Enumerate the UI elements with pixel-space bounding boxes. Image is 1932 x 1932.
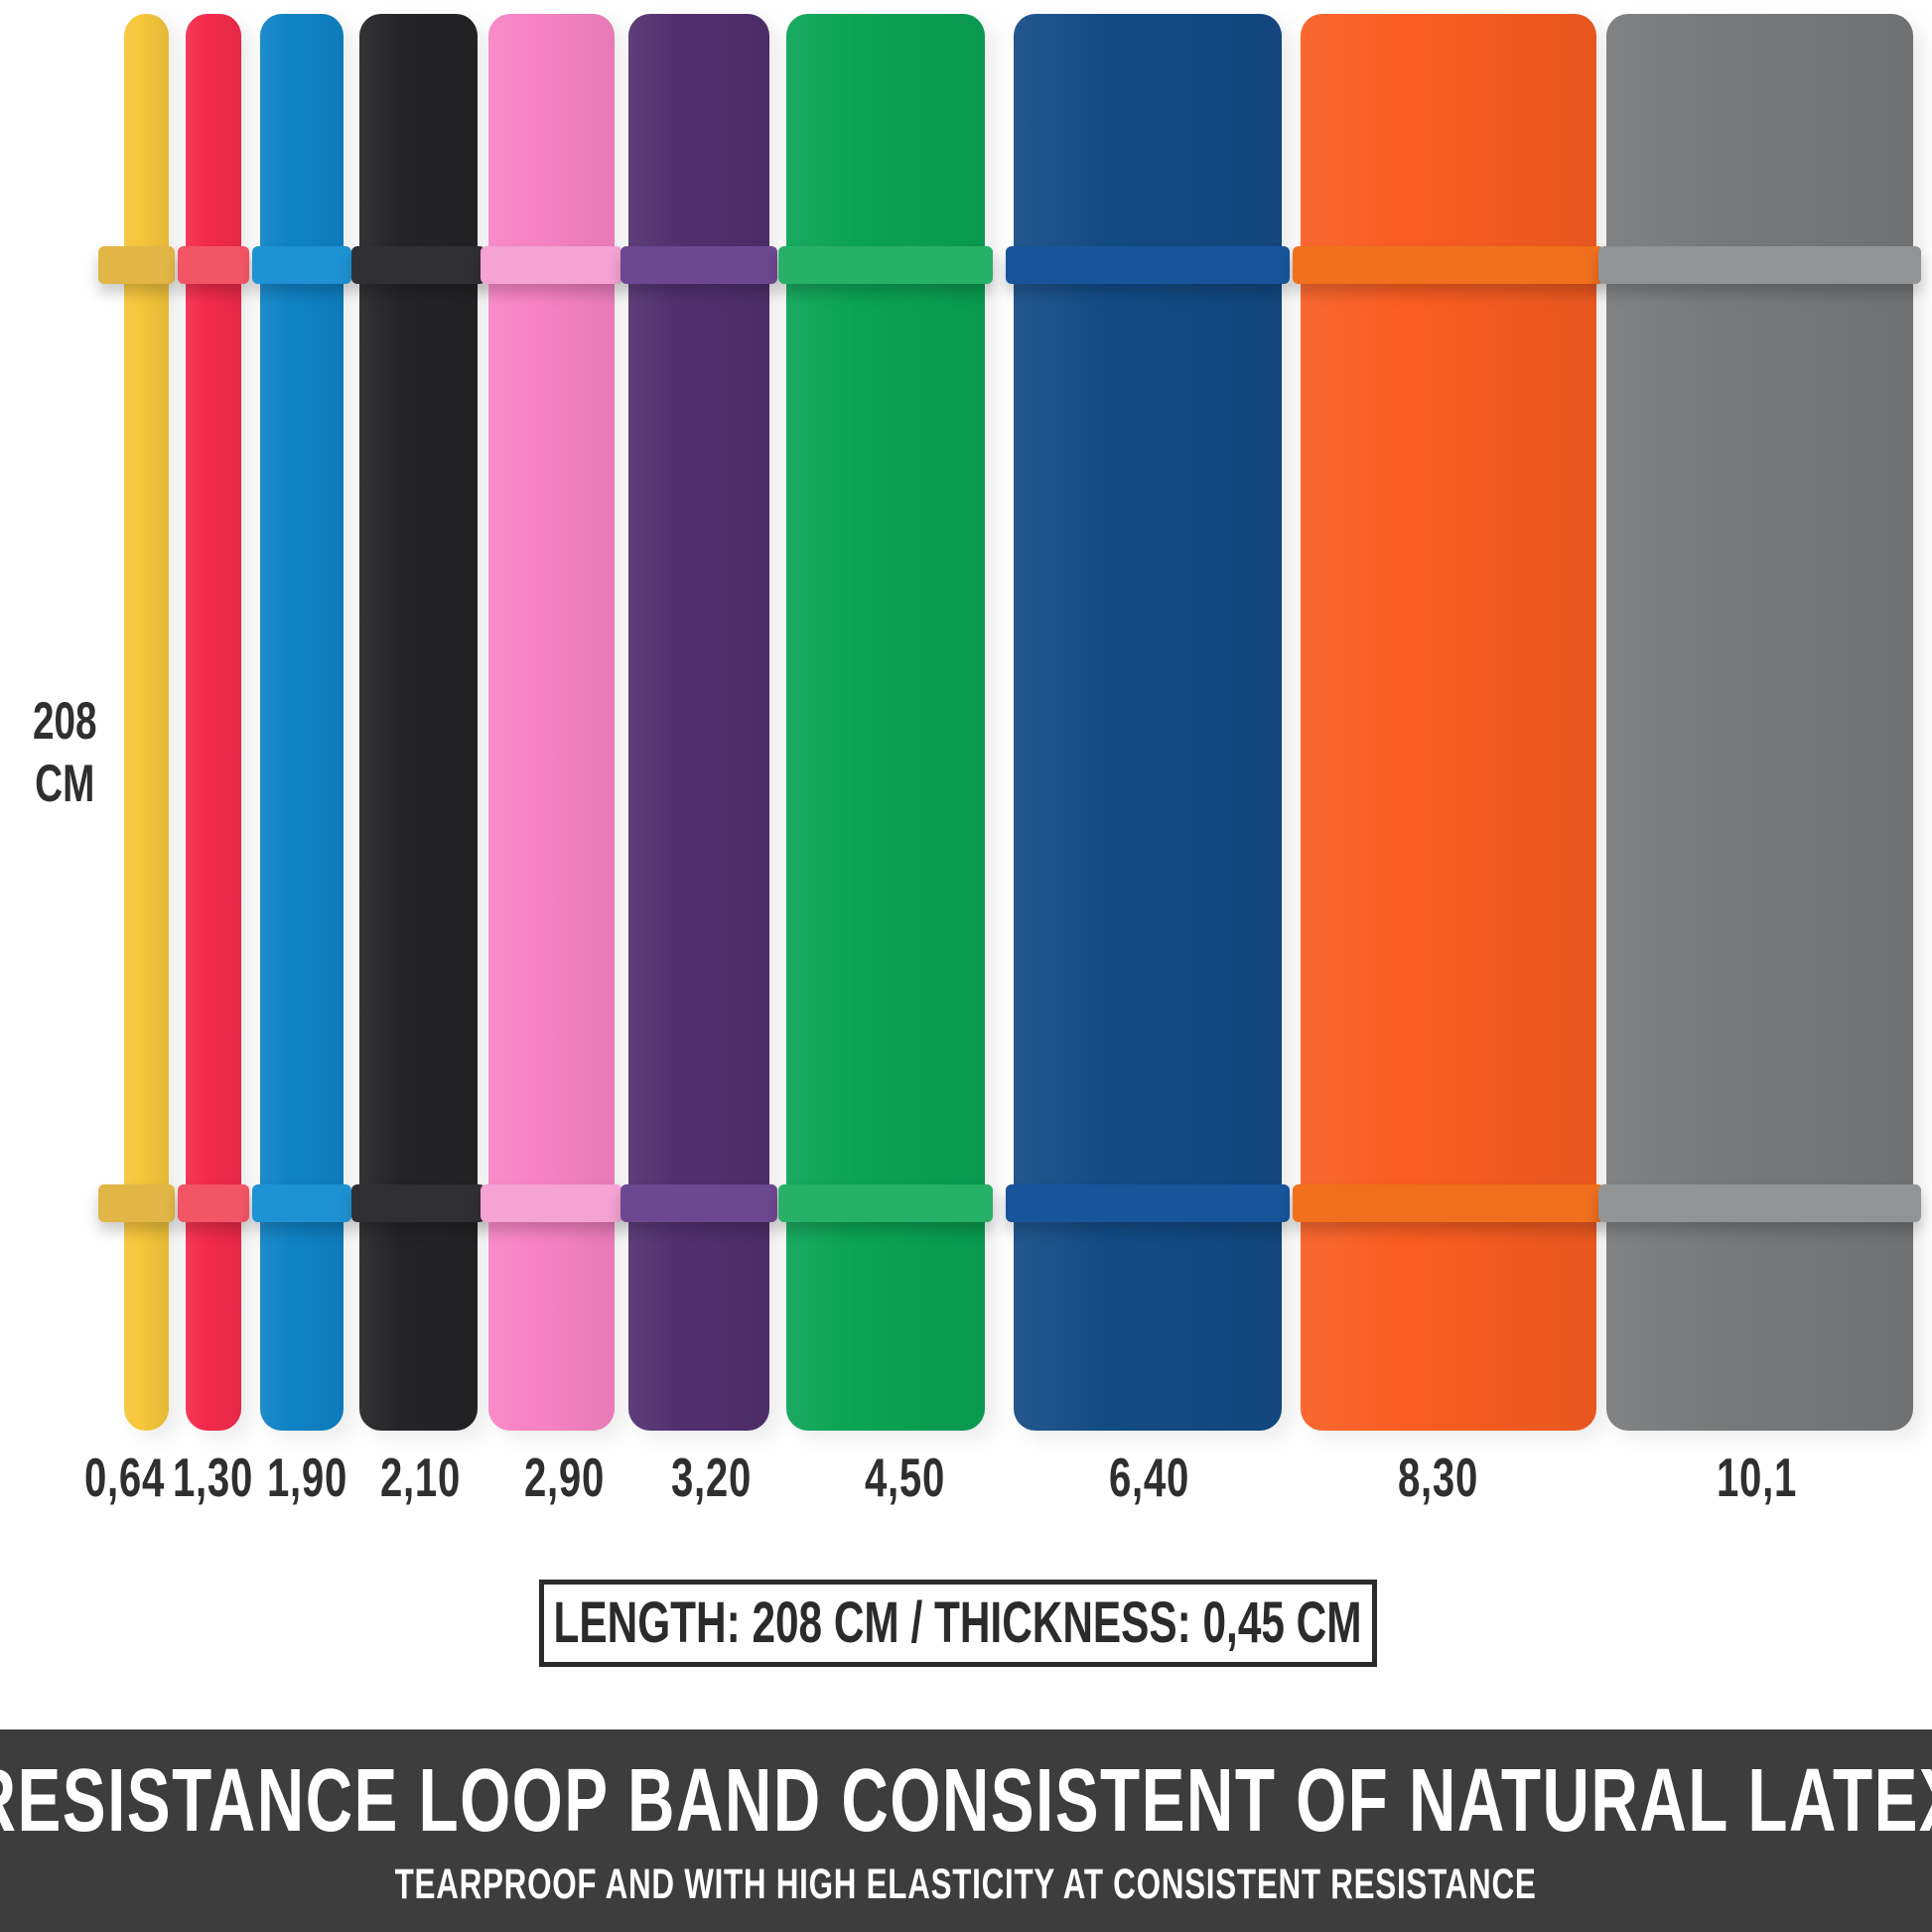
- band-black: [351, 14, 485, 1431]
- length-measure-unit: CM: [35, 754, 95, 813]
- band-width-label-red: 1,30: [104, 1448, 323, 1508]
- spec-box: LENGTH: 208 CM / THICKNESS: 0,45 CM: [539, 1580, 1377, 1667]
- band-navy-clip-top: [1006, 246, 1290, 284]
- band-yellow-clip-bottom: [98, 1184, 175, 1222]
- band-width-label-purple: 3,20: [603, 1448, 821, 1508]
- band-width-label-black: 2,10: [312, 1448, 530, 1508]
- band-blue-clip-bottom: [252, 1184, 351, 1222]
- band-orange-clip-top: [1293, 246, 1604, 284]
- band-width-label-green: 4,50: [796, 1448, 1015, 1508]
- band-black-clip-top: [351, 246, 485, 284]
- band-yellow-clip-top: [98, 246, 175, 284]
- band-pink: [481, 14, 622, 1431]
- band-gray: [1598, 14, 1921, 1431]
- band-pink-clip-bottom: [481, 1184, 622, 1222]
- band-blue-clip-top: [252, 246, 351, 284]
- band-width-value-pink: 2,90: [524, 1447, 606, 1508]
- band-width-value-orange: 8,30: [1398, 1447, 1479, 1508]
- band-width-value-blue: 1,90: [267, 1447, 348, 1508]
- banner-subtitle: TEARPROOF AND WITH HIGH ELASTICITY AT CO…: [395, 1860, 1537, 1908]
- band-width-value-yellow: 0,64: [84, 1447, 166, 1508]
- band-pink-clip-top: [481, 246, 622, 284]
- band-black-clip-bottom: [351, 1184, 485, 1222]
- band-red: [178, 14, 249, 1431]
- band-width-value-black: 2,10: [380, 1447, 462, 1508]
- band-green-clip-bottom: [778, 1184, 993, 1222]
- length-measure-value: 208: [33, 692, 97, 751]
- band-width-label-pink: 2,90: [456, 1448, 674, 1508]
- band-yellow: [98, 14, 175, 1431]
- band-width-label-gray: 10,1: [1648, 1448, 1866, 1508]
- band-green: [778, 14, 993, 1431]
- band-navy-clip-bottom: [1006, 1184, 1290, 1222]
- band-width-value-gray: 10,1: [1717, 1447, 1798, 1508]
- band-width-label-orange: 8,30: [1329, 1448, 1548, 1508]
- band-red-clip-top: [178, 246, 249, 284]
- length-measure-label: 208 CM: [8, 691, 122, 815]
- band-width-label-yellow: 0,64: [16, 1448, 234, 1508]
- band-orange: [1293, 14, 1604, 1431]
- band-gray-clip-bottom: [1598, 1184, 1921, 1222]
- band-width-label-navy: 6,40: [1040, 1448, 1259, 1508]
- band-red-clip-bottom: [178, 1184, 249, 1222]
- banner-title: RESISTANCE LOOP BAND CONSISTENT OF NATUR…: [0, 1750, 1932, 1851]
- band-purple: [621, 14, 777, 1431]
- band-green-clip-top: [778, 246, 993, 284]
- band-width-value-green: 4,50: [865, 1447, 946, 1508]
- band-navy: [1006, 14, 1290, 1431]
- band-width-value-purple: 3,20: [671, 1447, 753, 1508]
- bottom-banner: RESISTANCE LOOP BAND CONSISTENT OF NATUR…: [0, 1729, 1932, 1932]
- band-width-value-navy: 6,40: [1109, 1447, 1190, 1508]
- band-purple-clip-bottom: [621, 1184, 777, 1222]
- band-blue: [252, 14, 351, 1431]
- band-gray-clip-top: [1598, 246, 1921, 284]
- band-width-label-blue: 1,90: [199, 1448, 417, 1508]
- band-purple-clip-top: [621, 246, 777, 284]
- spec-box-text: LENGTH: 208 CM / THICKNESS: 0,45 CM: [554, 1590, 1362, 1655]
- band-width-value-red: 1,30: [173, 1447, 254, 1508]
- band-orange-clip-bottom: [1293, 1184, 1604, 1222]
